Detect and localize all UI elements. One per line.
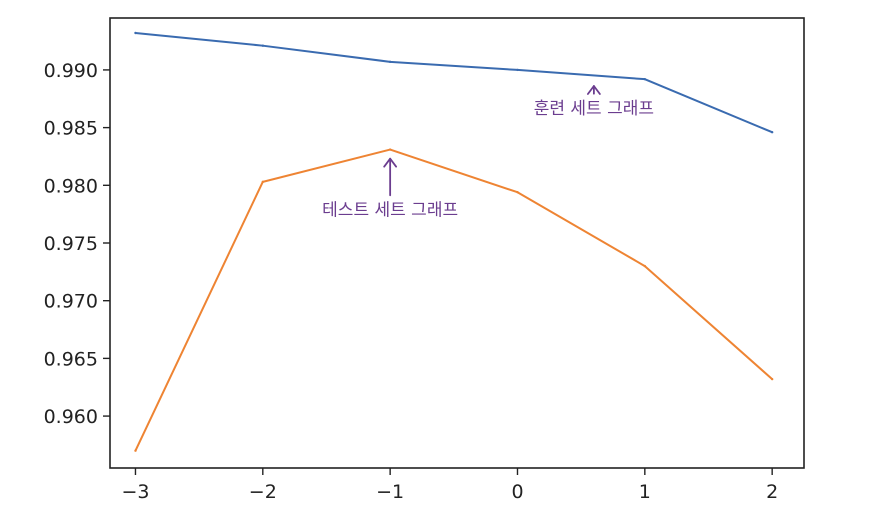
x-tick-label: 1 <box>639 481 651 503</box>
series-2-point <box>261 180 265 184</box>
series-1-point <box>261 44 265 47</box>
series-2-point <box>770 377 774 381</box>
x-tick-label: −2 <box>249 481 277 503</box>
annotation-label: 훈련 세트 그래프 <box>534 99 654 119</box>
arrow-up-icon <box>586 85 601 95</box>
series-2-point <box>134 449 137 452</box>
series-2-point <box>643 264 647 268</box>
y-tick-label: 0.980 <box>44 175 98 197</box>
series-line-2 <box>134 148 773 452</box>
plot-frame <box>109 17 805 469</box>
y-tick-label: 0.990 <box>44 60 98 82</box>
annotation-label: 테스트 세트 그래프 <box>322 200 458 220</box>
series-1-point <box>388 60 392 64</box>
x-tick-label: 0 <box>511 481 523 503</box>
x-tick-label: −3 <box>121 481 149 503</box>
series-1-point <box>516 68 519 72</box>
series-1-point <box>643 77 647 81</box>
y-tick-label: 0.970 <box>44 291 98 313</box>
arrow-up-icon <box>383 157 398 168</box>
y-tick-label: 0.965 <box>44 348 98 370</box>
y-tick-label: 0.985 <box>44 118 98 140</box>
x-tick-label: −1 <box>376 481 404 503</box>
series-line-1 <box>135 32 773 134</box>
x-tick-label: 2 <box>766 481 778 503</box>
x-axis: −3 −2 −1 0 1 2 <box>121 468 778 503</box>
series-2-point <box>388 148 392 151</box>
series-2-point <box>516 191 519 194</box>
series-layer <box>134 31 774 452</box>
series-1-point <box>770 131 774 134</box>
y-axis: 0.960 0.965 0.970 0.975 0.980 0.985 0.990 <box>44 60 110 428</box>
y-tick-label: 0.975 <box>44 233 98 255</box>
series-1-point <box>134 31 137 35</box>
y-tick-label: 0.960 <box>44 406 98 428</box>
